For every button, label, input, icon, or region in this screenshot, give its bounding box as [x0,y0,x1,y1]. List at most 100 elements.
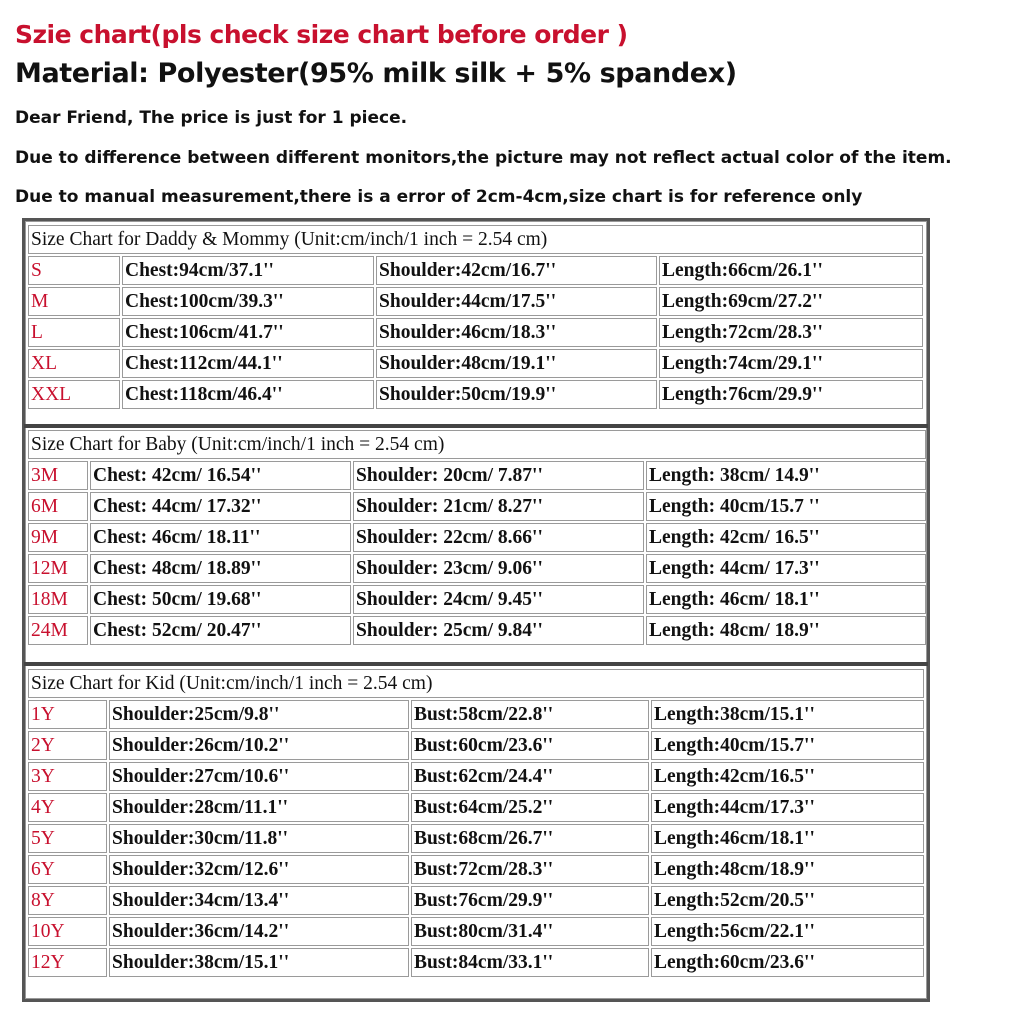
size-label: 1Y [28,700,107,729]
measure-2: Bust:58cm/22.8'' [411,700,649,729]
table-title-row: Size Chart for Baby (Unit:cm/inch/1 inch… [28,430,926,459]
measure-2: Bust:80cm/31.4'' [411,917,649,946]
table-row: S Chest:94cm/37.1'' Shoulder:42cm/16.7'' Le… [28,256,924,285]
table-row: 18M Chest: 50cm/ 19.68'' Shoulder: 24cm/ 9… [28,585,926,614]
size-label: 8Y [28,886,107,915]
measure-1: Shoulder:34cm/13.4'' [109,886,409,915]
length-measure: Length:38cm/15.1'' [651,700,925,729]
table-row: XL Chest:112cm/44.1'' Shoulder:48cm/19.1''… [28,349,924,378]
measure-1: Shoulder:27cm/10.6'' [109,762,409,791]
measure-1: Chest: 52cm/ 20.47'' [90,616,351,645]
size-label: 12M [28,554,88,583]
length-measure: Length:40cm/15.7'' [651,731,925,760]
note-monitor: Due to difference between different moni… [15,148,952,168]
table-row: 1Y Shoulder:25cm/9.8'' Bust:58cm/22.8'' Len… [28,700,925,729]
measure-1: Chest:100cm/39.3'' [122,287,374,316]
table-row: M Chest:100cm/39.3'' Shoulder:44cm/17.5'' L… [28,287,924,316]
size-label: 4Y [28,793,107,822]
measure-2: Bust:60cm/23.6'' [411,731,649,760]
table-row: 5Y Shoulder:30cm/11.8'' Bust:68cm/26.7'' Le… [28,824,925,853]
length-measure: Length: 42cm/ 16.5'' [646,523,926,552]
size-label: 3Y [28,762,107,791]
table-row: 2Y Shoulder:26cm/10.2'' Bust:60cm/23.6'' Le… [28,731,925,760]
length-measure: Length:46cm/18.1'' [651,824,925,853]
measure-2: Shoulder:42cm/16.7'' [376,256,657,285]
size-label: S [28,256,120,285]
length-measure: Length: 44cm/ 17.3'' [646,554,926,583]
measure-2: Shoulder:50cm/19.9'' [376,380,657,409]
table-row: 12Y Shoulder:38cm/15.1'' Bust:84cm/33.1'' L… [28,948,925,977]
measure-1: Chest:106cm/41.7'' [122,318,374,347]
kid-size-table: Size Chart for Kid (Unit:cm/inch/1 inch … [26,667,926,979]
table-divider [24,424,928,428]
length-measure: Length: 38cm/ 14.9'' [646,461,926,490]
measure-2: Shoulder:44cm/17.5'' [376,287,657,316]
measure-2: Shoulder:46cm/18.3'' [376,318,657,347]
measure-2: Bust:84cm/33.1'' [411,948,649,977]
size-label: XXL [28,380,120,409]
measure-2: Shoulder: 25cm/ 9.84'' [353,616,644,645]
page-heading: Szie chart(pls check size chart before o… [15,20,628,49]
table-row: 10Y Shoulder:36cm/14.2'' Bust:80cm/31.4'' L… [28,917,925,946]
baby-size-table: Size Chart for Baby (Unit:cm/inch/1 inch… [26,428,928,647]
table-row: 9M Chest: 46cm/ 18.11'' Shoulder: 22cm/ 8.… [28,523,926,552]
measure-1: Chest: 44cm/ 17.32'' [90,492,351,521]
size-label: 12Y [28,948,107,977]
measure-1: Chest: 42cm/ 16.54'' [90,461,351,490]
measure-1: Chest: 48cm/ 18.89'' [90,554,351,583]
length-measure: Length:44cm/17.3'' [651,793,925,822]
size-label: 2Y [28,731,107,760]
note-measurement: Due to manual measurement,there is a err… [15,187,863,207]
length-measure: Length:52cm/20.5'' [651,886,925,915]
measure-1: Chest: 50cm/ 19.68'' [90,585,351,614]
table-row: L Chest:106cm/41.7'' Shoulder:46cm/18.3'' L… [28,318,924,347]
measure-1: Shoulder:28cm/11.1'' [109,793,409,822]
length-measure: Length:42cm/16.5'' [651,762,925,791]
measure-2: Shoulder: 23cm/ 9.06'' [353,554,644,583]
measure-2: Shoulder: 22cm/ 8.66'' [353,523,644,552]
adult-size-table: Size Chart for Daddy & Mommy (Unit:cm/in… [26,223,925,411]
size-label: XL [28,349,120,378]
measure-2: Bust:68cm/26.7'' [411,824,649,853]
length-measure: Length:60cm/23.6'' [651,948,925,977]
table-row: 12M Chest: 48cm/ 18.89'' Shoulder: 23cm/ 9… [28,554,926,583]
measure-2: Shoulder:48cm/19.1'' [376,349,657,378]
measure-2: Bust:76cm/29.9'' [411,886,649,915]
table-title: Size Chart for Baby (Unit:cm/inch/1 inch… [28,430,926,459]
length-measure: Length:72cm/28.3'' [659,318,924,347]
measure-1: Chest: 46cm/ 18.11'' [90,523,351,552]
measure-2: Shoulder: 21cm/ 8.27'' [353,492,644,521]
material-line: Material: Polyester(95% milk silk + 5% s… [15,58,737,89]
measure-1: Chest:118cm/46.4'' [122,380,374,409]
size-chart-frame [22,218,930,1002]
table-row: 6Y Shoulder:32cm/12.6'' Bust:72cm/28.3'' Le… [28,855,925,884]
size-label: 24M [28,616,88,645]
table-title: Size Chart for Daddy & Mommy (Unit:cm/in… [28,225,924,254]
length-measure: Length:56cm/22.1'' [651,917,925,946]
table-row: 3Y Shoulder:27cm/10.6'' Bust:62cm/24.4'' Le… [28,762,925,791]
measure-1: Shoulder:38cm/15.1'' [109,948,409,977]
length-measure: Length:48cm/18.9'' [651,855,925,884]
measure-1: Shoulder:36cm/14.2'' [109,917,409,946]
measure-1: Chest:112cm/44.1'' [122,349,374,378]
measure-2: Shoulder: 20cm/ 7.87'' [353,461,644,490]
measure-1: Shoulder:32cm/12.6'' [109,855,409,884]
size-label: 9M [28,523,88,552]
size-label: 10Y [28,917,107,946]
note-price: Dear Friend, The price is just for 1 pie… [15,108,408,128]
table-row: 6M Chest: 44cm/ 17.32'' Shoulder: 21cm/ 8.… [28,492,926,521]
measure-2: Bust:64cm/25.2'' [411,793,649,822]
size-label: 18M [28,585,88,614]
length-measure: Length: 48cm/ 18.9'' [646,616,926,645]
measure-1: Shoulder:25cm/9.8'' [109,700,409,729]
table-divider [24,662,928,666]
table-row: 4Y Shoulder:28cm/11.1'' Bust:64cm/25.2'' Le… [28,793,925,822]
table-title-row: Size Chart for Daddy & Mommy (Unit:cm/in… [28,225,924,254]
size-label: 5Y [28,824,107,853]
size-label: 6M [28,492,88,521]
length-measure: Length: 46cm/ 18.1'' [646,585,926,614]
size-label: L [28,318,120,347]
size-label: 6Y [28,855,107,884]
measure-2: Shoulder: 24cm/ 9.45'' [353,585,644,614]
length-measure: Length:76cm/29.9'' [659,380,924,409]
